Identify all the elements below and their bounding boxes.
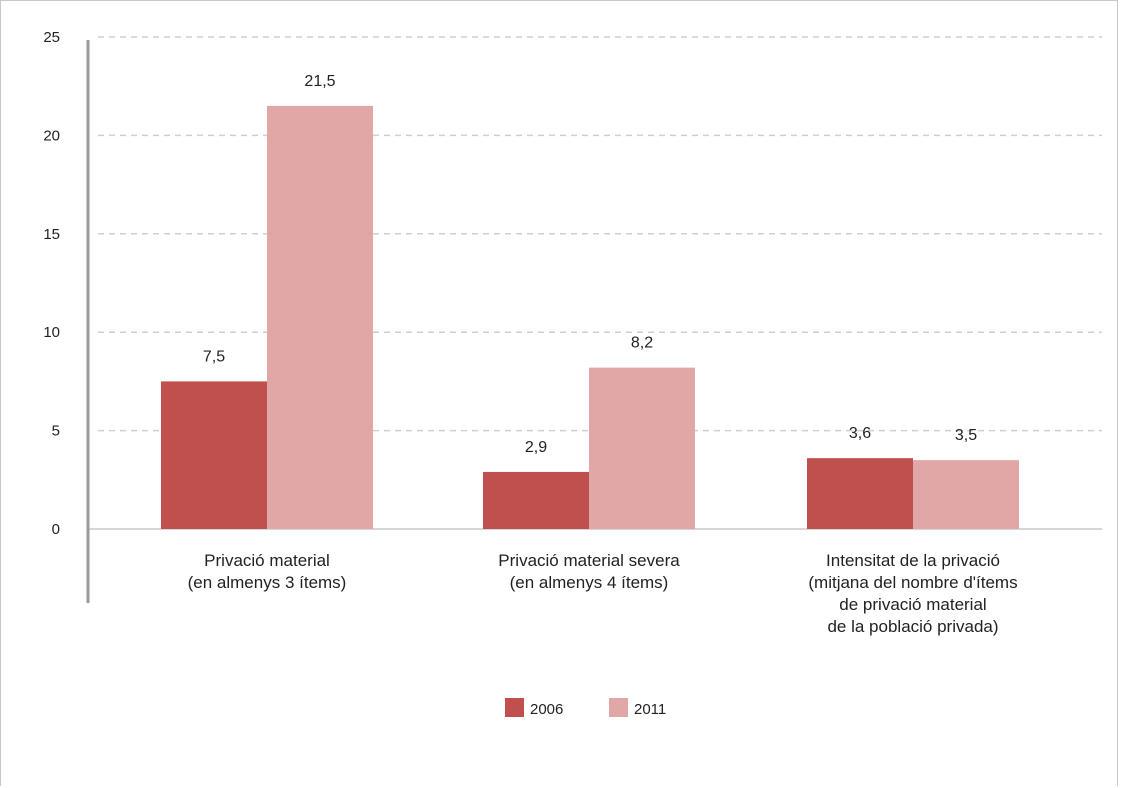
legend-label: 2006	[530, 701, 563, 718]
y-tick-label: 15	[43, 226, 60, 243]
category-label: Privació material severa	[498, 551, 680, 570]
y-tick-label: 25	[43, 29, 60, 46]
category-label: (en almenys 4 ítems)	[510, 573, 669, 592]
y-tick-label: 20	[43, 127, 60, 144]
legend-swatch-2006	[505, 698, 524, 717]
bar-2006-1	[161, 381, 267, 529]
bar-2006-2	[483, 471, 589, 529]
bar-2011-3	[913, 460, 1019, 529]
bar-2011-2	[589, 367, 695, 529]
bar-2006-3	[807, 458, 913, 529]
legend-swatch-2011	[609, 698, 628, 717]
bar-2011-1	[267, 105, 373, 529]
category-label: Intensitat de la privació	[826, 551, 1000, 570]
y-tick-label: 5	[52, 423, 60, 440]
legend-label: 2011	[634, 701, 666, 718]
category-label: (mitjana del nombre d'ítems	[808, 573, 1017, 592]
category-label: Privació material	[204, 551, 330, 570]
y-tick-label: 10	[43, 324, 60, 341]
category-label: (en almenys 3 ítems)	[188, 573, 347, 592]
data-label: 21,5	[304, 73, 335, 90]
category-label: de privació material	[839, 595, 986, 614]
data-label: 3,5	[955, 427, 977, 444]
data-label: 8,2	[631, 335, 653, 352]
data-label: 2,9	[525, 439, 547, 456]
data-label: 3,6	[849, 425, 871, 442]
data-label: 7,5	[203, 348, 225, 365]
y-tick-label: 0	[52, 521, 60, 538]
category-label: de la població privada)	[827, 617, 998, 636]
